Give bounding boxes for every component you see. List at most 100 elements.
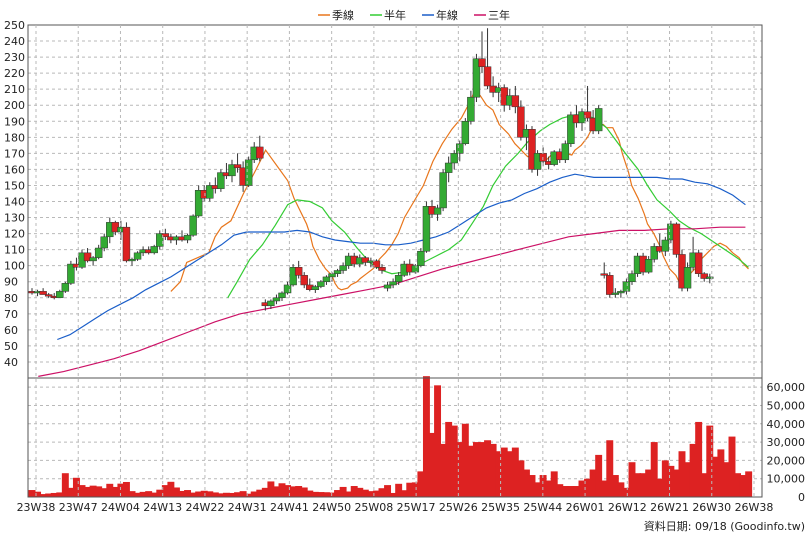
volume-bar [572, 486, 580, 497]
candle-body [694, 252, 703, 274]
candle [228, 159, 236, 183]
candle-body [244, 159, 253, 186]
candle [156, 230, 164, 250]
price-tick-label-3: 70 [4, 308, 18, 321]
volume-bar [684, 462, 692, 497]
legend-label-0: 季線 [332, 8, 354, 22]
price-tick-label-5: 90 [4, 276, 18, 289]
volume-bar [134, 492, 142, 497]
candle-body [617, 291, 625, 294]
volume-bar [411, 482, 419, 497]
volume-bar [250, 491, 258, 497]
volume-bar [422, 376, 430, 497]
volume-panel-frame [27, 377, 763, 498]
candle [700, 272, 708, 282]
volume-bar [589, 469, 597, 497]
candle [294, 260, 303, 279]
candle-body [133, 252, 142, 260]
candle [61, 281, 70, 293]
candle-body [650, 246, 658, 260]
candle-body [517, 106, 525, 138]
volume-tick-label-2: 20,000 [767, 454, 806, 467]
candle [478, 31, 486, 74]
volume-bar [200, 490, 208, 497]
candle [433, 204, 442, 221]
volume-bar [67, 487, 75, 497]
candle [411, 264, 420, 274]
volume-bar [622, 487, 630, 497]
volume-bar [228, 492, 236, 497]
x-tick-label-14: 26W12 [608, 501, 647, 514]
candle-body [317, 281, 325, 287]
candle [378, 264, 386, 274]
volume-bar [500, 447, 508, 497]
candle-body [128, 259, 136, 262]
candle [694, 249, 703, 277]
candle-body [267, 300, 275, 307]
price-tick-label-4: 80 [4, 292, 18, 305]
candle [100, 233, 108, 252]
volume-bar [717, 449, 725, 497]
volume-bar [222, 492, 230, 497]
candle-body [56, 291, 64, 299]
volume-bar [439, 443, 447, 497]
candle-body [389, 281, 397, 286]
volume-bar [745, 471, 753, 497]
candle-body [83, 252, 92, 262]
candle [183, 233, 192, 244]
volume-tick-label-6: 60,000 [767, 381, 806, 394]
candle-body [322, 276, 331, 282]
candle [422, 201, 431, 253]
candle-body [194, 190, 203, 217]
candle-body [283, 284, 292, 294]
volume-bar [700, 473, 708, 497]
volume-bar [239, 491, 247, 497]
volume-bar [367, 491, 375, 497]
volume-bar [189, 492, 197, 497]
x-tick-label-0: 23W38 [17, 501, 56, 514]
candle [461, 118, 470, 146]
x-tick-label-16: 26W30 [692, 501, 731, 514]
volume-bar [561, 486, 569, 497]
volume-bar [72, 477, 80, 497]
candle [256, 135, 264, 162]
candle-body [361, 257, 370, 263]
volume-bar [261, 487, 269, 497]
volume-bar [656, 478, 664, 497]
volume-bar [234, 492, 242, 497]
candle-body [456, 143, 464, 154]
volume-bar [395, 483, 403, 497]
volume-bar [389, 492, 397, 497]
candle-body [700, 273, 708, 279]
candle-body [189, 215, 197, 236]
candle-body [561, 143, 570, 161]
candle [300, 272, 308, 289]
candle [322, 275, 331, 285]
price-tick-label-21: 250 [4, 19, 25, 32]
price-tick-label-7: 110 [4, 244, 25, 257]
volume-tick-label-5: 50,000 [767, 399, 806, 412]
candle-body [294, 267, 303, 276]
volume-grid: 0 10,000 20,000 30,000 40,000 50,000 60,000 [28, 381, 805, 504]
volume-bar [211, 492, 219, 497]
candle [272, 294, 281, 305]
volume-bar [345, 491, 353, 497]
volume-bar [600, 480, 608, 497]
candle [283, 281, 292, 295]
volume-bar [322, 492, 330, 497]
volume-bar [267, 481, 275, 497]
legend-label-2: 年線 [436, 8, 458, 22]
candle [150, 244, 158, 255]
candle [128, 257, 136, 266]
volume-bar [150, 492, 158, 497]
volume-bar [689, 443, 697, 497]
candle [189, 214, 197, 237]
price-tick-label-9: 130 [4, 212, 25, 225]
volume-bar [117, 483, 125, 497]
price-tick-label-15: 190 [4, 115, 25, 128]
candle [672, 222, 681, 258]
ma-half-line [227, 114, 749, 299]
volume-bar [667, 465, 675, 497]
candle [56, 289, 64, 299]
